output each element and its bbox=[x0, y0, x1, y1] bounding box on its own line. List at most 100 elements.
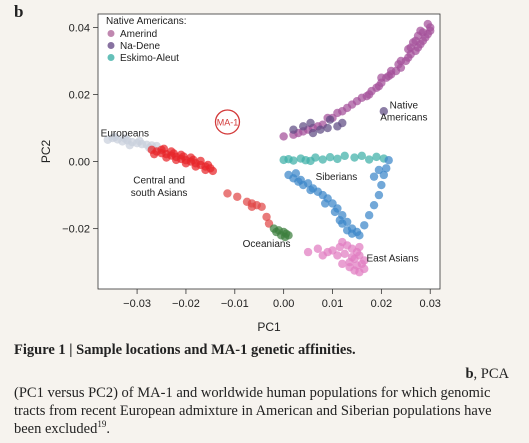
x-axis-label: PC1 bbox=[257, 320, 281, 334]
data-point bbox=[364, 211, 374, 220]
data-point bbox=[159, 144, 169, 154]
x-tick-label: −0.02 bbox=[172, 298, 200, 310]
cluster-label: Oceanians bbox=[243, 239, 291, 250]
x-tick-label: −0.01 bbox=[221, 298, 249, 310]
figure-caption-title: Figure 1 | Sample locations and MA-1 gen… bbox=[14, 342, 356, 358]
data-point bbox=[369, 172, 379, 181]
caption-panel-letter: b bbox=[465, 366, 474, 382]
data-point bbox=[306, 118, 315, 128]
legend: Native Americans: AmerindNa-DeneEskimo-Al… bbox=[106, 16, 187, 64]
data-point bbox=[191, 162, 200, 171]
x-tick-label: 0.01 bbox=[322, 298, 343, 310]
data-point bbox=[338, 259, 347, 269]
data-point bbox=[340, 249, 349, 258]
data-point bbox=[357, 151, 367, 161]
caption-body-text: (PC1 versus PC2) of MA-1 and worldwide h… bbox=[14, 385, 492, 437]
data-point bbox=[379, 107, 389, 116]
x-tick-label: 0.00 bbox=[273, 298, 294, 310]
data-point bbox=[196, 156, 205, 166]
data-point bbox=[279, 132, 288, 141]
data-point bbox=[181, 159, 191, 168]
data-point bbox=[364, 90, 374, 99]
data-point bbox=[110, 132, 120, 142]
data-point bbox=[179, 152, 188, 161]
data-point bbox=[338, 107, 347, 116]
caption-panel-ref: b, PCA bbox=[465, 366, 509, 383]
pca-scatter-chart: −0.03 −0.02 −0.01 0.00 0.01 0.02 0.03 −0.02 0.00… bbox=[39, 13, 441, 334]
figure-caption-body: (PC1 versus PC2) of MA-1 and worldwide h… bbox=[14, 384, 519, 438]
data-point bbox=[338, 118, 347, 128]
data-point bbox=[247, 202, 257, 212]
data-point bbox=[360, 221, 369, 230]
data-point bbox=[328, 246, 337, 255]
data-point bbox=[333, 154, 342, 164]
data-point bbox=[169, 149, 178, 158]
x-tick-label: 0.03 bbox=[420, 298, 441, 310]
data-point bbox=[355, 231, 364, 240]
cluster-label: south Asians bbox=[131, 188, 188, 199]
cluster-label: Europeans bbox=[101, 128, 149, 139]
data-points bbox=[103, 19, 435, 277]
y-tick-label: 0.02 bbox=[69, 89, 90, 101]
data-point bbox=[289, 125, 298, 134]
legend-marker bbox=[107, 54, 115, 61]
y-tick-label: 0.04 bbox=[69, 22, 90, 34]
data-point bbox=[306, 185, 315, 195]
data-point bbox=[394, 60, 403, 69]
data-point bbox=[357, 93, 367, 103]
data-point bbox=[325, 115, 335, 124]
data-point bbox=[320, 199, 330, 208]
data-point bbox=[171, 155, 181, 165]
data-point bbox=[262, 212, 271, 222]
annotations: MA-1 Europeans Central and south Asians Ocea… bbox=[101, 101, 428, 265]
data-point bbox=[162, 153, 171, 162]
ma1-label: MA-1 bbox=[217, 117, 239, 127]
data-point bbox=[203, 160, 213, 170]
data-point bbox=[272, 227, 281, 237]
data-point bbox=[382, 164, 391, 173]
data-point bbox=[423, 19, 432, 29]
data-point bbox=[350, 153, 359, 162]
data-point bbox=[369, 200, 379, 210]
data-point bbox=[330, 207, 340, 217]
data-point bbox=[325, 153, 335, 162]
data-point bbox=[374, 165, 384, 175]
cluster-label: Siberians bbox=[316, 172, 358, 183]
data-point bbox=[299, 122, 308, 131]
data-point bbox=[323, 123, 332, 133]
data-point bbox=[318, 251, 327, 260]
y-tick-label: −0.02 bbox=[62, 224, 90, 236]
cluster-label: East Asians bbox=[366, 254, 418, 265]
x-tick-label: 0.02 bbox=[371, 298, 392, 310]
data-point bbox=[316, 125, 325, 134]
data-point bbox=[408, 38, 418, 47]
data-point bbox=[355, 242, 364, 252]
data-point bbox=[374, 190, 384, 200]
data-point bbox=[345, 263, 354, 272]
data-point bbox=[280, 232, 290, 242]
y-axis-label: PC2 bbox=[39, 140, 53, 164]
cluster-label: Central and bbox=[133, 175, 185, 186]
data-point bbox=[291, 169, 301, 178]
x-tick-label: −0.03 bbox=[123, 298, 151, 310]
data-point bbox=[377, 180, 386, 190]
data-point bbox=[296, 175, 305, 185]
data-point bbox=[189, 155, 198, 165]
data-point bbox=[377, 73, 386, 82]
panel-label: b bbox=[14, 2, 24, 21]
data-point bbox=[335, 216, 345, 225]
data-point bbox=[374, 81, 384, 91]
data-point bbox=[135, 136, 144, 146]
data-point bbox=[384, 71, 393, 81]
data-point bbox=[233, 192, 242, 201]
legend-marker bbox=[107, 42, 115, 49]
data-point bbox=[347, 100, 357, 109]
data-point bbox=[306, 156, 315, 166]
data-point bbox=[208, 166, 218, 176]
caption-end: . bbox=[106, 421, 110, 437]
caption-reference: 19 bbox=[97, 419, 107, 430]
legend-entry: Amerind bbox=[120, 29, 157, 40]
data-point bbox=[308, 128, 318, 138]
data-point bbox=[418, 28, 428, 37]
legend-title: Native Americans: bbox=[106, 16, 187, 27]
